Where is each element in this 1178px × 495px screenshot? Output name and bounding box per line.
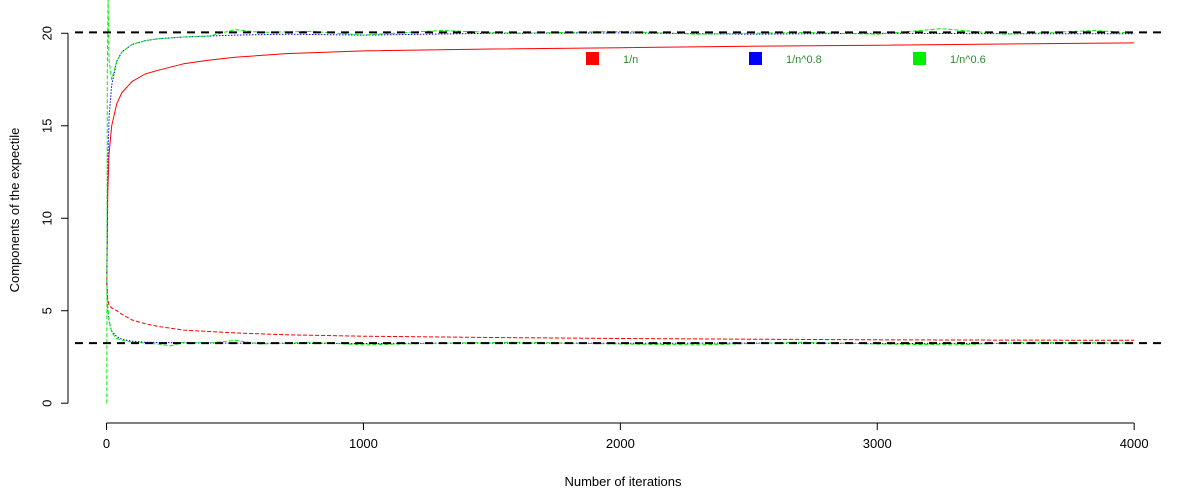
reference-layer (75, 31, 1165, 345)
x-tick-label: 1000 (349, 436, 378, 451)
legend-label: 1/n^0.6 (950, 54, 986, 66)
x-tick-label: 0 (103, 436, 110, 451)
y-tick-label: 0 (40, 400, 55, 407)
y-tick-label: 10 (40, 211, 55, 225)
series-line-1-n-lower (106, 282, 1135, 341)
legend-swatch (749, 52, 762, 65)
legend-label: 1/n (623, 54, 638, 66)
x-axis-title: Number of iterations (564, 474, 682, 489)
series-line-1-n-upper (106, 42, 1135, 284)
x-tick-label: 3000 (863, 436, 892, 451)
y-ticks: 0 5 10 15 20 (40, 26, 68, 407)
legend-swatch (586, 52, 599, 65)
legend-swatch (913, 52, 926, 65)
legend-label: 1/n^0.8 (786, 54, 822, 66)
y-axis-title: Components of the expectile (7, 128, 22, 293)
series-layer (106, 0, 1135, 404)
plot-frame (67, 33, 1135, 424)
y-tick-label: 20 (40, 26, 55, 40)
series-line-1-n-0-6-upper (106, 0, 1135, 404)
legend: 1/n 1/n^0.8 1/n^0.6 (586, 52, 986, 66)
x-ticks: 0 1000 2000 3000 4000 (103, 423, 1149, 451)
x-tick-label: 2000 (606, 436, 635, 451)
y-tick-label: 5 (40, 307, 55, 314)
series-line-1-n-0-6-lower (106, 292, 1135, 347)
y-tick-label: 15 (40, 119, 55, 133)
series-line-1-n-0-8-lower (106, 282, 1135, 344)
x-tick-label: 4000 (1120, 436, 1149, 451)
series-line-1-n-0-8-upper (106, 32, 1135, 274)
